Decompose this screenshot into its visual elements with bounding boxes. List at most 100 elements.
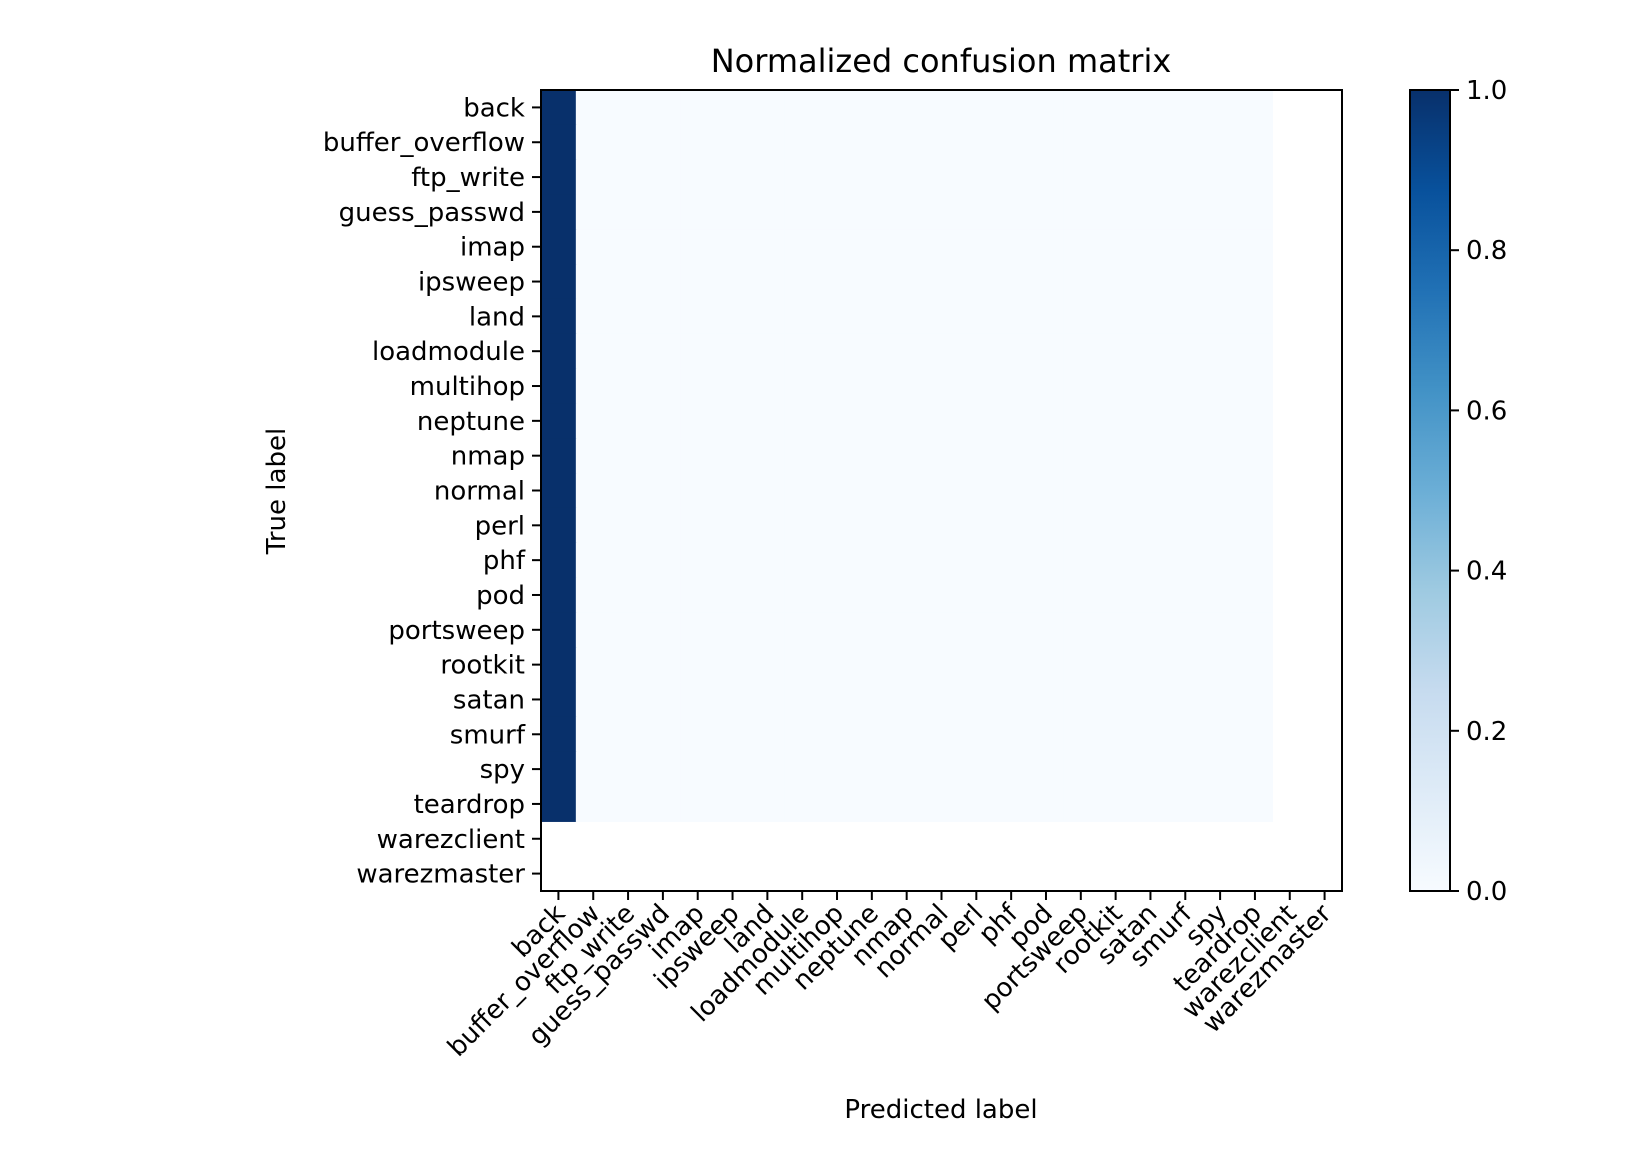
matrix-cell xyxy=(541,159,577,196)
matrix-cell xyxy=(819,264,856,300)
matrix-cell xyxy=(784,90,821,126)
matrix-cell xyxy=(1133,577,1169,613)
matrix-cell xyxy=(749,333,786,370)
matrix-cell xyxy=(854,124,890,161)
matrix-cell xyxy=(749,507,786,544)
matrix-cell xyxy=(784,229,821,265)
matrix-cell xyxy=(1237,438,1273,474)
matrix-cell xyxy=(575,264,612,300)
matrix-cell xyxy=(1098,333,1134,370)
matrix-cell xyxy=(645,716,681,753)
matrix-cell xyxy=(854,264,890,300)
matrix-cell xyxy=(1237,507,1273,544)
matrix-cell xyxy=(1098,542,1134,579)
matrix-cell xyxy=(784,403,821,439)
matrix-cell xyxy=(854,229,890,265)
matrix-cell xyxy=(575,194,612,230)
matrix-cell xyxy=(993,612,1030,648)
matrix-cell xyxy=(680,507,716,544)
matrix-cell xyxy=(749,716,786,753)
matrix-cell xyxy=(854,542,890,579)
matrix-cell xyxy=(541,786,577,822)
matrix-cell xyxy=(958,647,995,683)
matrix-cell xyxy=(1063,229,1099,265)
matrix-cell xyxy=(680,542,716,579)
matrix-cell xyxy=(541,333,577,370)
matrix-cell xyxy=(1167,716,1204,753)
y-axis-ticks: back buffer_overflow ftp_write guess_passwd… xyxy=(323,93,541,890)
matrix-cell xyxy=(575,229,612,265)
matrix-cell xyxy=(924,751,960,788)
matrix-cell xyxy=(749,90,786,126)
matrix-cell xyxy=(924,229,960,265)
matrix-cell xyxy=(1167,368,1204,405)
matrix-cell xyxy=(680,124,716,161)
matrix-cell xyxy=(819,333,856,370)
matrix-cell xyxy=(1167,90,1204,126)
matrix-cell xyxy=(1098,403,1134,439)
matrix-cell xyxy=(784,438,821,474)
matrix-cell xyxy=(889,159,925,196)
matrix-cell xyxy=(958,716,995,753)
matrix-cell xyxy=(854,612,890,648)
matrix-cell xyxy=(715,438,751,474)
matrix-cell xyxy=(819,194,856,230)
matrix-cell xyxy=(575,507,612,544)
matrix-cell xyxy=(1237,159,1273,196)
matrix-cell xyxy=(1202,612,1239,648)
matrix-cell xyxy=(610,647,647,683)
matrix-cell xyxy=(715,298,751,335)
matrix-cell xyxy=(819,716,856,753)
matrix-cell xyxy=(1167,229,1204,265)
matrix-cell xyxy=(1237,716,1273,753)
matrix-cell xyxy=(819,124,856,161)
matrix-cell xyxy=(1202,507,1239,544)
matrix-cell xyxy=(958,542,995,579)
matrix-cell xyxy=(1063,438,1099,474)
matrix-cell xyxy=(958,194,995,230)
y-tick-label: spy xyxy=(480,755,525,785)
matrix-cell xyxy=(575,90,612,126)
matrix-cell xyxy=(715,194,751,230)
matrix-cell xyxy=(1133,786,1169,822)
matrix-cell xyxy=(1063,403,1099,439)
matrix-cell xyxy=(854,438,890,474)
matrix-cell xyxy=(924,577,960,613)
matrix-cell xyxy=(958,438,995,474)
matrix-cell xyxy=(993,682,1030,718)
matrix-cell xyxy=(749,682,786,718)
matrix-cell xyxy=(1167,124,1204,161)
matrix-cell xyxy=(1028,229,1064,265)
matrix-cell xyxy=(1028,438,1064,474)
matrix-cell xyxy=(889,612,925,648)
matrix-cell xyxy=(993,647,1030,683)
matrix-cell xyxy=(1237,403,1273,439)
y-tick-label: perl xyxy=(475,511,525,541)
matrix-cell xyxy=(575,612,612,648)
matrix-cell xyxy=(1063,647,1099,683)
matrix-cell xyxy=(680,333,716,370)
matrix-cell xyxy=(993,159,1030,196)
matrix-cell xyxy=(749,473,786,509)
matrix-cell xyxy=(1133,333,1169,370)
matrix-cell xyxy=(1133,542,1169,579)
matrix-cell xyxy=(819,159,856,196)
matrix-cell xyxy=(680,229,716,265)
matrix-cell xyxy=(1028,473,1064,509)
matrix-cell xyxy=(1237,333,1273,370)
matrix-cell xyxy=(1098,507,1134,544)
matrix-cell xyxy=(541,90,577,126)
matrix-cell xyxy=(1098,298,1134,335)
matrix-cell xyxy=(819,473,856,509)
y-tick-label: pod xyxy=(476,581,525,611)
matrix-cell xyxy=(680,716,716,753)
matrix-cell xyxy=(749,612,786,648)
matrix-cell xyxy=(1028,194,1064,230)
matrix-cell xyxy=(575,716,612,753)
matrix-cell xyxy=(889,682,925,718)
matrix-cell xyxy=(1063,264,1099,300)
matrix-cell xyxy=(610,124,647,161)
matrix-cell xyxy=(1098,159,1134,196)
matrix-cell xyxy=(924,159,960,196)
matrix-cell xyxy=(1063,333,1099,370)
